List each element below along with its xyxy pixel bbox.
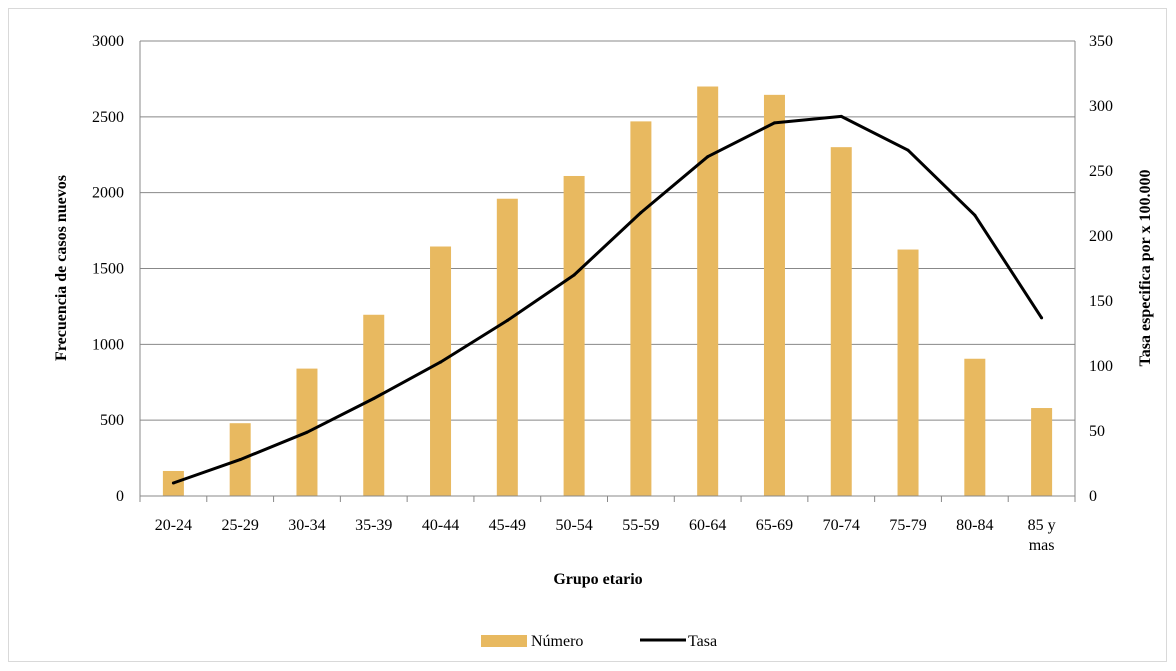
y-axis-title: Frecuencia de casos nuevos (53, 175, 70, 361)
y-tick-labels: 0 500 1000 1500 2000 2500 3000 (92, 33, 124, 505)
x-tick-label: 50-54 (555, 517, 592, 534)
x-tick-label: 55-59 (622, 517, 659, 534)
x-tick-label: 85 y mas (1028, 517, 1056, 554)
bar (363, 314, 385, 496)
line-point (439, 360, 443, 364)
line-point (572, 273, 576, 277)
x-tick-label: 25-29 (222, 517, 259, 534)
legend-swatch-numero (481, 635, 527, 647)
x-tick-label: 20-24 (155, 517, 192, 534)
bar (830, 147, 852, 496)
line-series (171, 114, 1044, 485)
bar (1031, 408, 1053, 496)
line-point (839, 114, 843, 118)
x-tick-label: 45-49 (489, 517, 526, 534)
line-point (706, 155, 710, 159)
line-point (1040, 316, 1044, 320)
line-point (372, 397, 376, 400)
y-tick-label: 1500 (92, 261, 124, 278)
y-tick-label: 2000 (92, 185, 124, 202)
y-tick-label: 3000 (92, 33, 124, 50)
y2-tick-label: 300 (1089, 98, 1113, 115)
y2-tick-label: 50 (1089, 423, 1105, 440)
line-point (171, 481, 175, 485)
bar (897, 249, 919, 496)
tasa-line (172, 114, 1043, 485)
legend-label-tasa: Tasa (688, 633, 717, 650)
y2-tick-labels: 0 50 100 150 200 250 300 350 (1089, 33, 1113, 505)
y-tick-label: 500 (100, 412, 124, 429)
y-tick-label: 0 (116, 488, 124, 505)
bar (964, 358, 986, 496)
x-axis-title: Grupo etario (553, 571, 642, 588)
x-tick-label: 65-69 (756, 517, 793, 534)
x-tick-label: 30-34 (288, 517, 325, 534)
x-tick-label: 75-79 (889, 517, 926, 534)
line-point (305, 430, 309, 434)
legend-label-numero: Número (531, 633, 583, 650)
bar (430, 246, 452, 496)
bar (630, 121, 652, 496)
x-tick-labels: 20-24 25-29 30-34 35-39 40-44 45-49 50-54 55-59… (155, 517, 1056, 554)
bar (563, 175, 585, 496)
y2-tick-label: 150 (1089, 293, 1113, 310)
y2-tick-label: 350 (1089, 33, 1113, 50)
x-tick-label: 60-64 (689, 517, 726, 534)
legend: Número Tasa (481, 633, 717, 650)
axes (139, 41, 1076, 502)
line-point (973, 213, 977, 217)
line-point (772, 121, 776, 125)
line-point (238, 458, 242, 462)
bar (763, 94, 785, 496)
line-point (639, 211, 643, 215)
grid-lines (140, 40, 1075, 421)
y-tick-label: 2500 (92, 109, 124, 126)
y2-tick-label: 200 (1089, 228, 1113, 245)
y2-tick-label: 100 (1089, 358, 1113, 375)
bar (496, 198, 518, 496)
y-tick-label: 1000 (92, 336, 124, 353)
line-point (505, 319, 509, 322)
y2-tick-label: 250 (1089, 163, 1113, 180)
y2-tick-label: 0 (1089, 488, 1097, 505)
y2-axis-title: Tasa especifica por x 100.000 (1137, 170, 1154, 367)
x-tick-label: 80-84 (956, 517, 993, 534)
bar-series (162, 86, 1053, 496)
line-point (906, 148, 910, 152)
x-tick-label: 40-44 (422, 517, 459, 534)
x-tick-label: 70-74 (823, 517, 860, 534)
x-tick-label: 35-39 (355, 517, 392, 534)
bar (697, 86, 719, 496)
